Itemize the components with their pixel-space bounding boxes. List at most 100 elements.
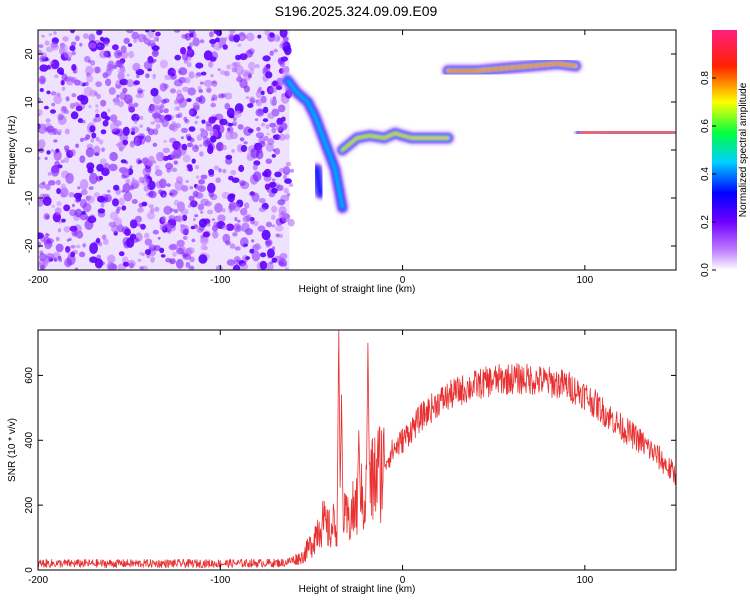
noise-blob [176,247,184,255]
noise-blob [140,223,146,230]
noise-blob [232,232,238,237]
noise-blob [81,211,86,215]
noise-blob [55,243,64,253]
noise-blob [187,142,193,148]
noise-blob [148,40,156,45]
noise-blob [129,141,135,148]
noise-blob [199,144,203,147]
noise-blob [239,137,245,142]
noise-blob [271,214,276,220]
noise-blob [285,162,292,167]
noise-blob [251,250,261,262]
noise-blob [235,54,241,61]
noise-blob [268,87,277,94]
noise-blob [213,30,219,35]
noise-blob [92,126,96,130]
trace-upper-band [440,55,584,79]
noise-blob [286,192,291,197]
noise-blob [69,251,76,258]
noise-blob [278,258,288,267]
noise-blob [123,261,129,267]
noise-blob [255,99,259,103]
noise-blob [121,167,130,176]
noise-blob [218,45,223,49]
noise-blob [123,37,130,45]
noise-blob [189,42,193,48]
noise-blob [237,43,242,47]
noise-blob [155,31,162,37]
noise-blob [123,191,133,202]
noise-blob [172,252,177,257]
noise-blob [126,260,136,268]
noise-blob [228,175,234,181]
noise-blob [251,239,255,243]
x-tick-label: 0 [400,275,406,286]
noise-blob [215,113,224,121]
noise-blob [79,212,88,221]
noise-blob [64,109,70,115]
noise-blob [166,167,172,173]
noise-blob [86,74,94,83]
noise-blob [188,30,195,34]
noise-blob [79,42,83,47]
noise-blob [255,64,260,69]
noise-blob [70,245,76,249]
noise-blob [209,31,214,38]
noise-blob [262,171,269,177]
noise-blob [269,122,277,128]
noise-blob [225,130,233,141]
noise-blob [261,229,271,241]
noise-blob [88,104,92,109]
noise-blob [193,105,200,111]
noise-blob [57,228,62,233]
noise-blob [271,224,276,228]
noise-blob [83,86,93,97]
noise-blob [200,210,204,214]
noise-blob [61,86,66,91]
noise-blob [224,92,233,100]
trace-layer [580,130,676,135]
colorbar-tick-label: 0.8 [700,71,711,85]
noise-blob [125,178,131,185]
noise-blob [84,55,91,63]
noise-blob [265,142,274,152]
noise-blob [265,71,273,79]
noise-blob [160,254,166,258]
noise-blob [227,193,235,203]
noise-blob [63,226,71,233]
noise-blob [154,104,163,115]
colorbar-tick-label: 0.0 [700,263,711,277]
noise-blob [106,261,115,270]
noise-blob [186,247,195,255]
noise-blob [71,50,76,56]
noise-blob [81,120,86,124]
noise-blob [212,230,219,239]
noise-blob [233,34,240,43]
noise-blob [95,136,100,142]
noise-blob [101,234,107,240]
noise-blob [282,41,291,53]
noise-blob [88,33,96,42]
colorbar-label: Normalized spectral amplitude [738,82,749,217]
y-tick-label: 20 [24,48,35,60]
noise-blob [64,128,70,135]
noise-blob [38,139,46,149]
noise-blob [138,176,145,184]
noise-blob [154,169,163,177]
noise-blob [252,164,258,171]
noise-blob [188,126,196,132]
noise-blob [260,252,267,258]
noise-blob [152,229,159,235]
noise-blob [139,124,143,128]
spectrogram-x-label: Height of straight line (km) [299,284,416,295]
noise-blob [210,116,217,121]
noise-blob [146,211,155,220]
noise-blob [265,262,274,270]
noise-blob [38,198,44,207]
noise-blob [214,97,218,101]
noise-blob [163,108,169,114]
noise-blob [195,115,200,119]
trace-layer [447,62,577,72]
noise-blob [85,134,91,140]
noise-blob [75,35,80,42]
